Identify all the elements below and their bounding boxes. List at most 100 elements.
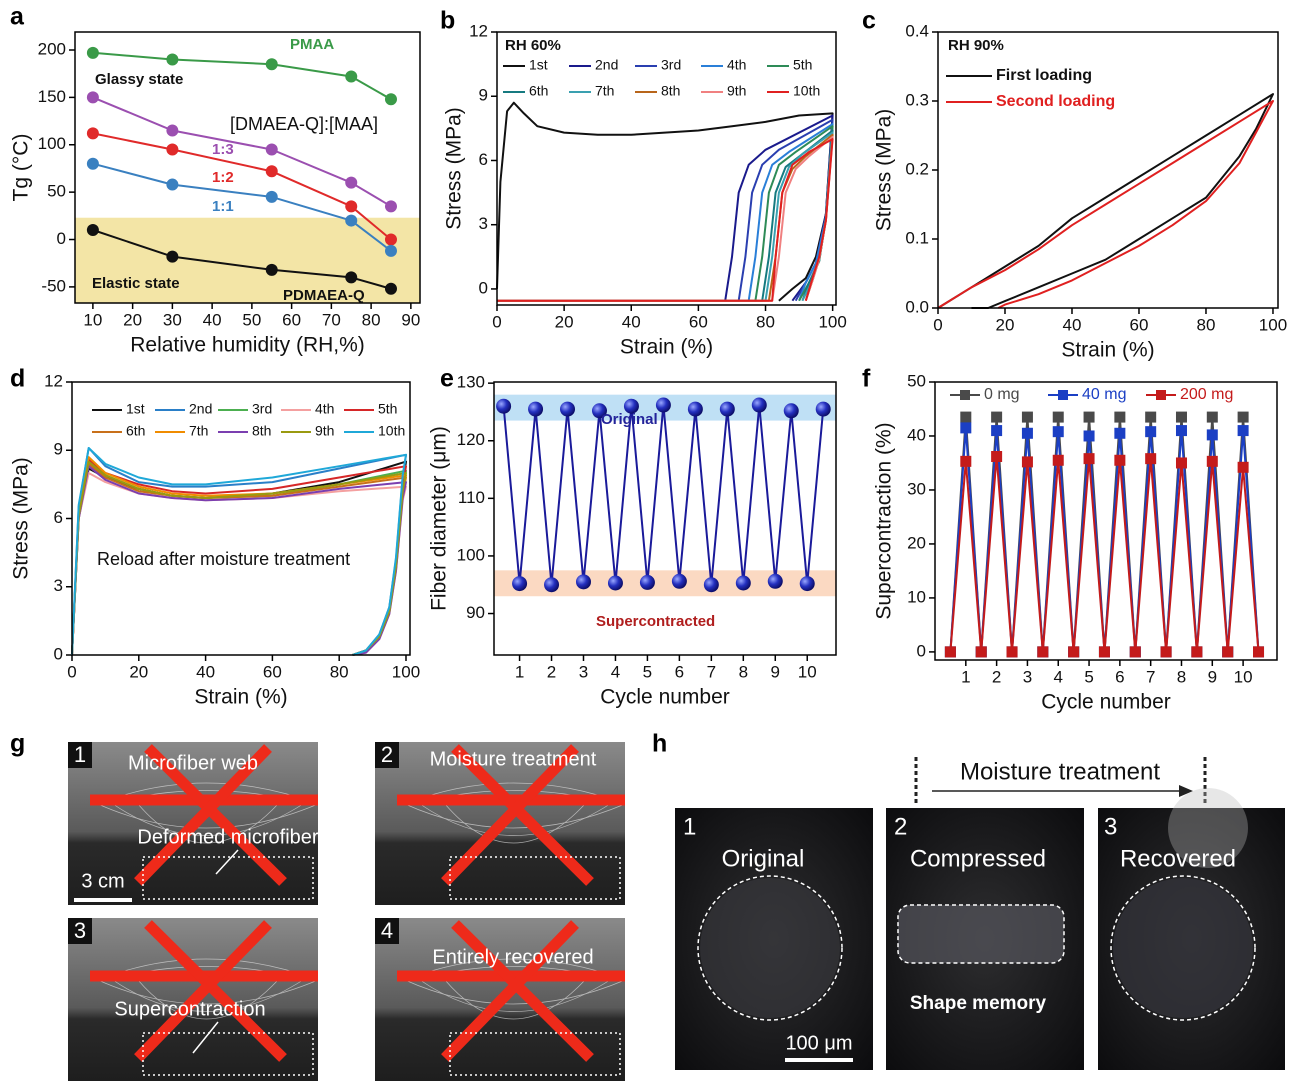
point: [1206, 429, 1218, 441]
point: [1021, 411, 1033, 423]
plot-frame: [493, 381, 837, 656]
panel-label: c: [862, 7, 876, 35]
y-tick-label: 120: [457, 430, 485, 449]
point: [528, 401, 544, 417]
point: [86, 46, 99, 59]
legend-label: 4th: [727, 57, 746, 73]
legend-label: 1st: [529, 57, 548, 73]
series-line: [497, 114, 834, 302]
x-tick-label: 100: [1259, 315, 1287, 334]
x-axis-label: Strain (%): [620, 336, 713, 359]
point: [1083, 430, 1095, 442]
series-line: [937, 100, 1274, 309]
arrow-label: Moisture treatment: [960, 758, 1160, 785]
x-tick-label: 60: [689, 312, 708, 331]
point: [960, 422, 972, 434]
point: [512, 576, 528, 592]
x-tick-label: 8: [1177, 667, 1186, 686]
band: [75, 217, 420, 303]
x-axis-label: Strain (%): [1061, 339, 1154, 362]
x-tick-label: 3: [579, 662, 588, 681]
x-tick-label: 4: [611, 662, 620, 681]
panel-label: b: [440, 7, 455, 35]
point: [496, 398, 512, 414]
x-tick-label: 40: [1063, 315, 1082, 334]
y-tick-label: 0.0: [905, 297, 929, 316]
x-tick-label: 70: [322, 310, 341, 329]
annotation: PDMAEA-Q: [283, 287, 365, 304]
y-tick-label: -50: [41, 276, 66, 295]
point: [1237, 425, 1249, 437]
photo: 2 Compressed Shape memory: [886, 808, 1084, 1070]
photo-number: 2: [381, 742, 393, 767]
annotation: RH 90%: [948, 37, 1004, 54]
plot-frame: [496, 31, 837, 306]
photo-caption: Deformed microfiber: [137, 826, 319, 848]
legend-label: 6th: [126, 423, 145, 439]
x-tick-label: 7: [1146, 667, 1155, 686]
x-axis-label: Strain (%): [194, 686, 287, 709]
series-line: [502, 404, 825, 586]
point: [265, 143, 278, 156]
legend-label: 7th: [189, 423, 208, 439]
panel-label: e: [440, 365, 454, 393]
point: [1098, 646, 1110, 658]
point: [1175, 457, 1187, 469]
x-tick-label: 10: [798, 662, 817, 681]
point: [944, 646, 956, 658]
x-tick-label: 60: [263, 662, 282, 681]
x-tick-label: 9: [1208, 667, 1217, 686]
x-axis-label: Relative humidity (RH,%): [130, 334, 365, 357]
photo-caption: Recovered: [1120, 845, 1236, 872]
photo-number: 1: [683, 813, 696, 840]
annotation: 1:2: [212, 169, 234, 186]
x-tick-label: 10: [83, 310, 102, 329]
photo-number: 2: [894, 813, 907, 840]
series-line: [937, 93, 1274, 309]
point: [1021, 427, 1033, 439]
series-line: [71, 460, 407, 656]
point: [655, 397, 671, 413]
photo: 3 Supercontraction: [68, 918, 318, 1081]
point: [960, 411, 972, 423]
y-tick-label: 30: [907, 479, 926, 498]
x-tick-label: 3: [1023, 667, 1032, 686]
point: [265, 165, 278, 178]
point: [799, 576, 815, 592]
plot-frame: [934, 381, 1278, 661]
plot-frame: [71, 381, 411, 656]
y-tick-label: 150: [38, 87, 66, 106]
photo-number: 1: [74, 742, 86, 767]
legend-label: 6th: [529, 83, 548, 99]
annotation: 1:1: [212, 198, 234, 215]
point: [345, 176, 358, 189]
point: [1114, 411, 1126, 423]
x-tick-label: 10: [1234, 667, 1253, 686]
point: [1175, 411, 1187, 423]
arrow: Moisture treatment: [914, 757, 1207, 805]
x-tick-label: 5: [643, 662, 652, 681]
x-tick-label: 80: [362, 310, 381, 329]
y-tick-label: 50: [47, 182, 66, 201]
x-tick-label: 60: [1130, 315, 1149, 334]
panel-label: f: [862, 365, 871, 393]
point: [1145, 453, 1157, 465]
photo-caption: Entirely recovered: [432, 946, 593, 968]
y-tick-label: 90: [466, 603, 485, 622]
point: [1191, 646, 1203, 658]
x-tick-label: 7: [707, 662, 716, 681]
point: [1175, 425, 1187, 437]
x-tick-label: 20: [996, 315, 1015, 334]
point: [1237, 411, 1249, 423]
point: [623, 398, 639, 414]
y-axis-label: Tg (°C): [10, 134, 33, 202]
legend-label: 5th: [793, 57, 812, 73]
annotation: Elastic state: [92, 275, 180, 292]
x-tick-label: 6: [675, 662, 684, 681]
point: [1145, 411, 1157, 423]
x-tick-label: 2: [547, 662, 556, 681]
photo-caption: Original: [722, 845, 805, 872]
legend-label: 10th: [793, 83, 820, 99]
y-tick-label: 100: [457, 545, 485, 564]
